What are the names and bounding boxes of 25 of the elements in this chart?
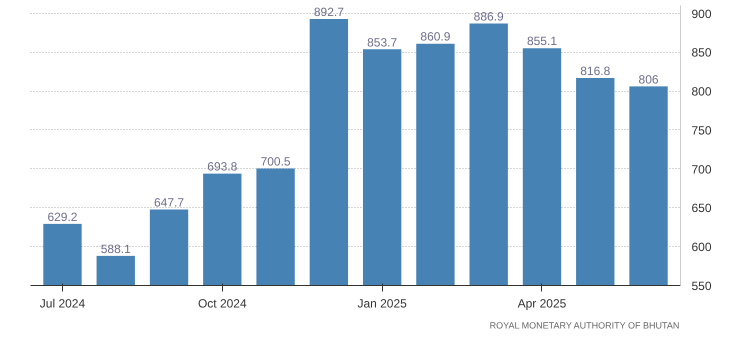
data-label: 892.7	[314, 4, 344, 19]
x-tick-label: Oct 2024	[198, 296, 247, 310]
data-label: 853.7	[367, 35, 398, 50]
data-label: 588.1	[100, 242, 132, 256]
data-label: 860.9	[420, 30, 451, 44]
data-label: 693.8	[207, 160, 238, 174]
x-tick-label: Jul 2024	[40, 296, 86, 310]
y-tick-label: 600	[692, 240, 712, 254]
data-label: 647.7	[154, 196, 184, 210]
y-tick-label: 550	[692, 279, 712, 293]
y-tick-label: 700	[692, 162, 712, 176]
y-tick-label: 850	[692, 46, 712, 60]
y-tick-label: 750	[692, 123, 712, 138]
y-tick-label: 650	[692, 201, 712, 216]
data-label: 886.9	[474, 9, 504, 24]
y-tick-label: 800	[692, 84, 712, 99]
x-tick-label: Jan 2025	[357, 296, 408, 310]
data-label: 700.5	[260, 154, 291, 168]
text: ROYAL MONETARY AUTHORITY OF BHUTAN	[490, 320, 680, 330]
x-tick-label: Apr 2025	[518, 296, 567, 310]
data-label: 806	[638, 72, 659, 86]
y-tick-label: 900	[692, 6, 712, 21]
data-label: 629.2	[47, 210, 78, 224]
data-label: 816.8	[580, 64, 611, 78]
data-label: 855.1	[526, 34, 558, 48]
